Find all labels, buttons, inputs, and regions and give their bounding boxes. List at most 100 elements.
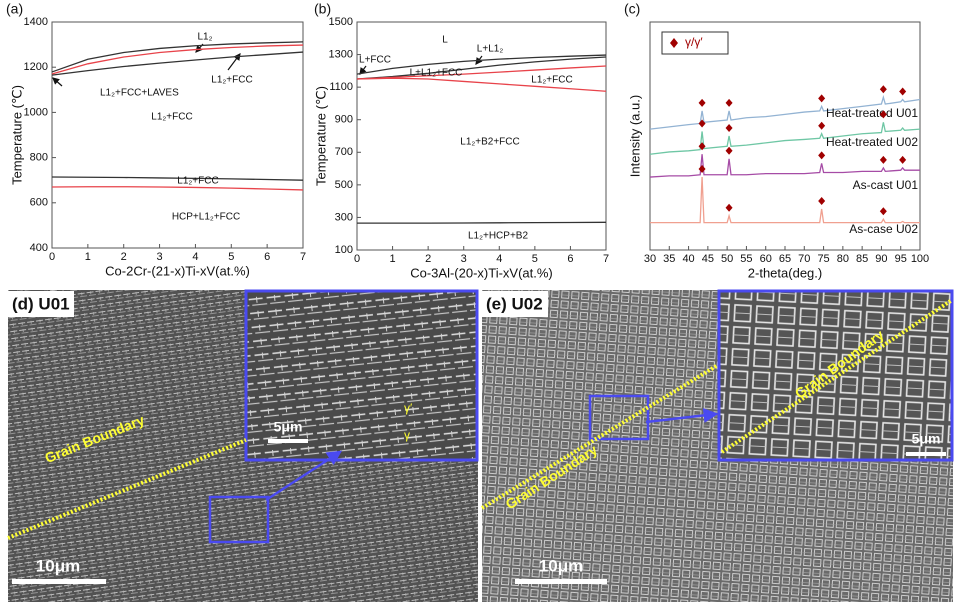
inset-scale-label: 5μm (274, 419, 303, 435)
x-tick-label: 90 (875, 253, 887, 265)
y-tick-label: 700 (335, 146, 353, 158)
annotation: L1₂ (197, 32, 212, 43)
x-tick-label: 50 (721, 253, 733, 265)
annotation: L1₂+FCC (151, 112, 192, 123)
x-tick-label: 45 (702, 253, 714, 265)
annotation: L1₂+HCP+B2 (468, 231, 528, 242)
y-axis-label: Temperature (℃) (9, 85, 24, 185)
peak-marker (725, 203, 733, 212)
x-tick-label: 6 (567, 253, 573, 265)
label-box (482, 291, 548, 317)
peak-marker (698, 165, 706, 174)
x-axis-label: Co-2Cr-(21-x)Ti-xV(at.%) (105, 263, 250, 278)
grain-boundary (7, 438, 247, 540)
y-tick-label: 300 (335, 211, 353, 223)
series-line (51, 176, 304, 181)
series-line (356, 65, 607, 80)
panel-label: (d) U01 (12, 294, 70, 313)
annotation: L (442, 35, 448, 46)
series-line (356, 54, 607, 75)
y-tick-label: 1300 (329, 48, 353, 60)
series-line (51, 186, 304, 191)
series-line (649, 94, 921, 130)
series-line (356, 77, 607, 92)
x-tick-label: 6 (264, 251, 270, 263)
x-tick-label: 75 (817, 253, 829, 265)
annotation: HCP+L1₂+FCC (172, 212, 240, 223)
x-tick-label: 0 (49, 251, 55, 263)
peak-marker (818, 121, 826, 130)
micrograph-d: Grain Boundary (d) U01 10μm 5μm γ′ γ (7, 289, 479, 602)
x-tick-label: 95 (895, 253, 907, 265)
inset-scale-bar (906, 452, 946, 456)
x-tick-label: 85 (856, 253, 868, 265)
label-box (8, 291, 74, 317)
y-tick-label: 1500 (329, 16, 353, 28)
scale-bar-label: 10μm (36, 556, 80, 575)
inset-scale-label: 5μm (912, 431, 941, 447)
series-label: Heat-treated U02 (826, 135, 918, 149)
annotation: L1₂+B2+FCC (460, 137, 519, 148)
y-tick-label: 600 (30, 197, 48, 209)
peak-marker (879, 155, 887, 164)
x-tick-label: 65 (779, 253, 791, 265)
panel-label: (e) U02 (486, 294, 543, 313)
grain-boundary (480, 363, 720, 510)
peak-marker (698, 98, 706, 107)
y-axis-label: Temperature (℃) (313, 86, 328, 186)
series-line (51, 44, 304, 75)
y-tick-label: 500 (335, 179, 353, 191)
plot-frame (51, 21, 304, 249)
plot-frame (356, 21, 607, 251)
scale-bar (12, 579, 106, 584)
series-line (649, 122, 921, 155)
annotation: L+L1₂+FCC (410, 68, 463, 79)
annotation: L+L1₂ (477, 44, 504, 55)
peak-marker (698, 119, 706, 128)
series-label: As-cast U01 (853, 178, 919, 192)
inset-arrow (265, 450, 343, 502)
x-tick-label: 80 (837, 253, 849, 265)
micrograph-e: Grain Boundary Grain Boundary (e) U02 10… (480, 289, 954, 602)
peak-marker (879, 110, 887, 119)
panel-label: (c) (624, 1, 640, 17)
y-tick-label: 400 (30, 242, 48, 254)
x-tick-label: 40 (682, 253, 694, 265)
grain-boundary (720, 298, 954, 454)
annotation: L+FCC (359, 55, 391, 66)
legend-label: γ/γ′ (685, 35, 703, 49)
x-tick-label: 35 (663, 253, 675, 265)
legend-marker (670, 38, 678, 48)
annotation: L1₂+FCC+LAVES (100, 88, 179, 99)
peak-marker (818, 151, 826, 160)
peak-marker (899, 155, 907, 164)
x-tick-label: 1 (85, 251, 91, 263)
phase-label: γ (404, 428, 410, 442)
scale-bar (515, 579, 607, 584)
peak-marker (818, 196, 826, 205)
peak-marker (899, 87, 907, 96)
inset-scale-bar (268, 439, 308, 443)
x-tick-label: 5 (228, 251, 234, 263)
annotation: L1₂+FCC (211, 75, 252, 86)
x-tick-label: 3 (157, 251, 163, 263)
x-tick-label: 2 (121, 251, 127, 263)
y-tick-label: 1400 (24, 16, 48, 28)
annotation: L1₂+FCC (177, 176, 218, 187)
peak-marker (818, 94, 826, 103)
x-tick-label: 4 (192, 251, 198, 263)
phase-label: γ′ (404, 401, 413, 415)
y-tick-label: 1200 (24, 61, 48, 73)
series-line (357, 221, 607, 224)
annotation: L1₂+FCC (531, 75, 572, 86)
x-axis-label: Co-3Al-(20-x)Ti-xV(at.%) (410, 265, 553, 280)
x-tick-label: 5 (532, 253, 538, 265)
x-tick-label: 0 (354, 253, 360, 265)
y-tick-label: 100 (335, 244, 353, 256)
x-tick-label: 4 (496, 253, 502, 265)
x-tick-label: 70 (798, 253, 810, 265)
x-tick-label: 100 (911, 253, 929, 265)
scale-bar-label: 10μm (539, 556, 583, 575)
inset-region (208, 495, 270, 544)
panel-label: (b) (314, 1, 331, 17)
